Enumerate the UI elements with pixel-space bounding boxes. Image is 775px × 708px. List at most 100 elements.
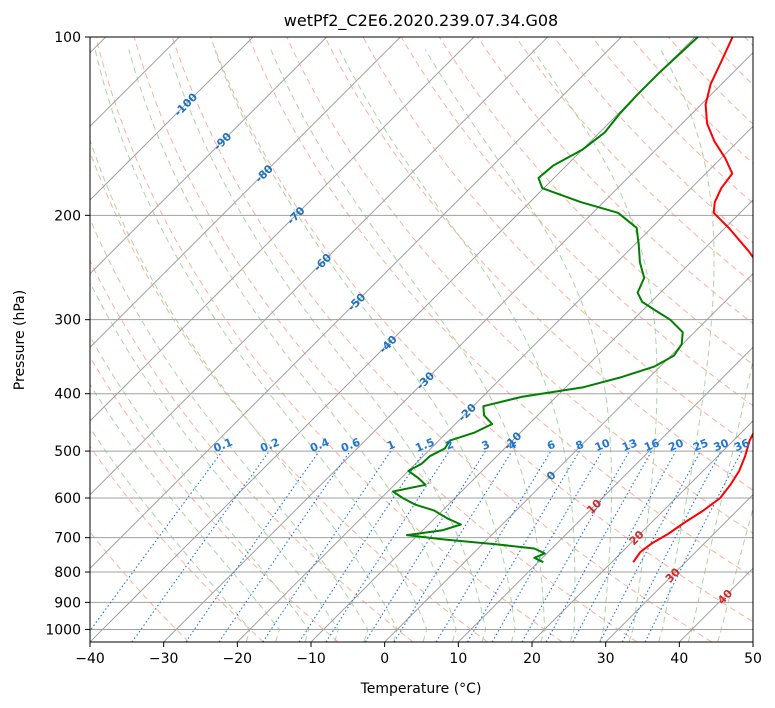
- isotherm-label: -100: [172, 90, 201, 119]
- dry-adiabat-line: [90, 150, 488, 642]
- chart-title: wetPf2_C2E6.2020.239.07.34.G08: [284, 11, 558, 31]
- dry-adiabat-line: [324, 37, 753, 491]
- y-tick-label: 500: [54, 444, 81, 460]
- moist-adiabat-line: [128, 49, 457, 642]
- mixing-ratio-label: 2: [444, 438, 456, 453]
- mixing-ratio-label: 13: [620, 436, 639, 454]
- isotherms: [90, 37, 753, 642]
- isotherm-line: [236, 125, 753, 642]
- x-axis-ticks: −40 −30 −20 −10 0 10 20 30 40 50: [75, 642, 762, 667]
- plot-frame: [89, 36, 754, 643]
- x-tick-label: −20: [223, 651, 253, 667]
- mixing-ratio-label: 10: [593, 436, 612, 454]
- mixing-ratio-line: [599, 450, 701, 642]
- dry-adiabat-line: [400, 37, 753, 407]
- isotherm-line: [90, 37, 622, 570]
- isotherm-line: [90, 37, 401, 349]
- dry-adiabat-line: [591, 37, 753, 204]
- mixing-ratio-line: [325, 450, 450, 642]
- mixing-ratio-line: [545, 450, 653, 642]
- dry-adiabat-line: [171, 37, 712, 642]
- x-axis-label: Temperature (°C): [360, 681, 482, 697]
- mixing-ratio-label: 30: [712, 436, 731, 454]
- mixing-ratio-line: [393, 450, 513, 642]
- mixing-ratio-label: 1: [385, 438, 397, 453]
- x-tick-label: −10: [296, 651, 326, 667]
- isotherm-label: -30: [414, 369, 437, 392]
- moist-adiabat-line: [90, 217, 369, 642]
- moist-adiabat-line: [167, 49, 487, 642]
- x-tick-label: 30: [597, 651, 615, 667]
- moist-adiabat-line: [90, 335, 310, 642]
- moist-adiabat-line: [90, 281, 339, 642]
- mixing-ratio-label: 8: [574, 438, 586, 453]
- y-tick-label: 300: [54, 313, 81, 329]
- mixing-ratio-label: 0.6: [339, 435, 362, 454]
- isotherm-line: [90, 37, 549, 496]
- dry-adiabat-line: [668, 37, 753, 125]
- dry-adiabat-line: [90, 445, 264, 642]
- moist-adiabat-line: [687, 358, 753, 642]
- mixing-ratio-line: [467, 450, 580, 642]
- dry-adiabat-line: [744, 37, 753, 47]
- mixing-ratio-label: 20: [666, 436, 685, 454]
- mixing-ratio-label: 0.4: [308, 435, 331, 454]
- isotherm-line: [90, 37, 254, 201]
- y-tick-label: 800: [54, 565, 81, 581]
- mixing-ratio-line: [491, 450, 603, 642]
- isotherm-line: [531, 420, 753, 642]
- mixing-ratio-lines: [90, 450, 743, 642]
- dry-adiabat-line: [629, 37, 753, 165]
- mixing-ratio-line: [262, 450, 392, 642]
- y-tick-label: 100: [54, 30, 81, 46]
- moist-adiabat-line: [94, 49, 428, 642]
- moist-adiabat-line: [90, 138, 398, 642]
- moist-adiabat-line: [90, 427, 251, 642]
- x-tick-label: −30: [149, 651, 179, 667]
- dry-adiabat-line: [706, 37, 753, 86]
- isotherm-line: [90, 37, 475, 422]
- x-tick-label: 40: [670, 651, 688, 667]
- mixing-ratio-line: [521, 450, 630, 642]
- dry-adiabat-line: [90, 531, 190, 642]
- moist-adiabat-line: [90, 383, 280, 642]
- dry-adiabat-line: [95, 37, 563, 642]
- x-tick-label: 10: [449, 651, 467, 667]
- plot-area: -100-90-80-70-60-50-40-30-20-10010203040…: [90, 37, 753, 642]
- y-tick-label: 200: [54, 208, 81, 224]
- y-tick-label: 700: [54, 531, 81, 547]
- x-tick-label: −40: [75, 651, 105, 667]
- mixing-ratio-label: 1.5: [413, 436, 436, 455]
- dry-adiabat-line: [90, 356, 339, 642]
- mixing-ratio-label: 25: [691, 436, 710, 454]
- isotherm-line: [310, 199, 753, 642]
- mixing-ratio-line: [90, 450, 223, 632]
- moist-adiabat-line: [339, 49, 576, 642]
- y-tick-label: 1000: [45, 622, 81, 638]
- mixing-ratio-label: 0.2: [258, 436, 281, 455]
- mixing-ratio-label: 6: [545, 438, 557, 453]
- y-tick-label: 900: [54, 595, 81, 611]
- mixing-ratio-label: 3: [480, 438, 492, 453]
- mixing-ratio-line: [572, 450, 677, 642]
- isotherm-line: [384, 272, 753, 642]
- pressure-gridlines: [90, 37, 753, 630]
- y-axis-ticks: 100 200 300 400 500 600 700 800 900 1000: [45, 30, 90, 638]
- x-tick-label: 0: [380, 651, 389, 667]
- mixing-ratio-label: 36: [732, 436, 751, 454]
- moist-adiabat-line: [658, 49, 715, 642]
- dry-adiabat-line: [210, 37, 753, 623]
- moist-adiabat-line: [270, 49, 546, 642]
- y-axis-label: Pressure (hPa): [12, 290, 28, 390]
- dewpoint-profile-line: [392, 37, 699, 564]
- isotherm-label: 40: [715, 587, 735, 607]
- mixing-ratio-line: [364, 450, 486, 642]
- moist-adiabat-line: [214, 49, 516, 642]
- isotherm-line: [163, 51, 753, 642]
- dry-adiabat-line: [477, 37, 753, 325]
- isotherm-line: [457, 346, 753, 642]
- y-tick-label: 400: [54, 387, 81, 403]
- mixing-ratio-line: [218, 450, 351, 642]
- mixing-ratio-line: [185, 450, 320, 642]
